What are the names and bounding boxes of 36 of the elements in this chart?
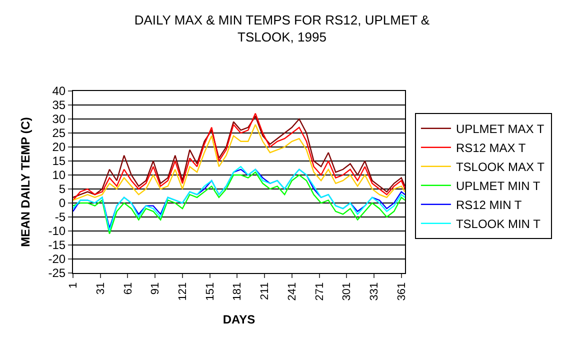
x-tick-label: 301 (341, 282, 354, 301)
y-tick-label: 20 (52, 140, 66, 154)
legend-label: UPLMET MAX T (456, 122, 545, 136)
x-tick-label: 31 (94, 282, 107, 295)
legend-label: UPLMET MIN T (456, 179, 541, 194)
y-tick-label: -20 (48, 252, 66, 266)
y-tick-label: 0 (58, 196, 66, 210)
x-tick-label: 241 (286, 282, 298, 301)
y-tick-label: 35 (52, 98, 66, 112)
x-tick-label: 271 (314, 282, 326, 301)
x-tick-label: 121 (177, 282, 190, 301)
chart-title: DAILY MAX & MIN TEMPS FOR RS12, UPLMET & TSLOOK, 1995 (134, 12, 430, 44)
x-tick-label: 211 (259, 282, 272, 300)
legend-label: TSLOOK MAX T (456, 160, 546, 174)
legend-label: RS12 MIN T (456, 198, 522, 212)
x-tick-label: 331 (368, 282, 381, 301)
y-tick-label: -10 (48, 224, 66, 238)
x-tick-label: 61 (122, 282, 134, 295)
y-tick-label: 30 (52, 112, 66, 126)
x-tick-label: 181 (232, 282, 244, 301)
y-tick-label: -5 (54, 210, 66, 224)
y-tick-label: 10 (52, 168, 66, 182)
y-axis-title: MEAN DAILY TEMP (C) (18, 117, 33, 247)
y-tick-label: 15 (52, 154, 66, 168)
legend-label: RS12 MAX T (456, 141, 526, 156)
legend-label: TSLOOK MIN T (456, 217, 542, 232)
x-tick-label: 1 (68, 282, 80, 289)
x-tick-label: 361 (396, 282, 408, 301)
x-tick-label: 151 (204, 282, 216, 301)
y-tick-label: 40 (52, 84, 66, 98)
x-tick-label: 91 (150, 282, 162, 295)
x-axis-title: DAYS (222, 312, 256, 327)
y-tick-label: -15 (48, 238, 66, 252)
y-tick-label: 25 (52, 126, 66, 140)
y-tick-label: 5 (58, 182, 66, 196)
y-tick-label: -25 (48, 266, 66, 280)
